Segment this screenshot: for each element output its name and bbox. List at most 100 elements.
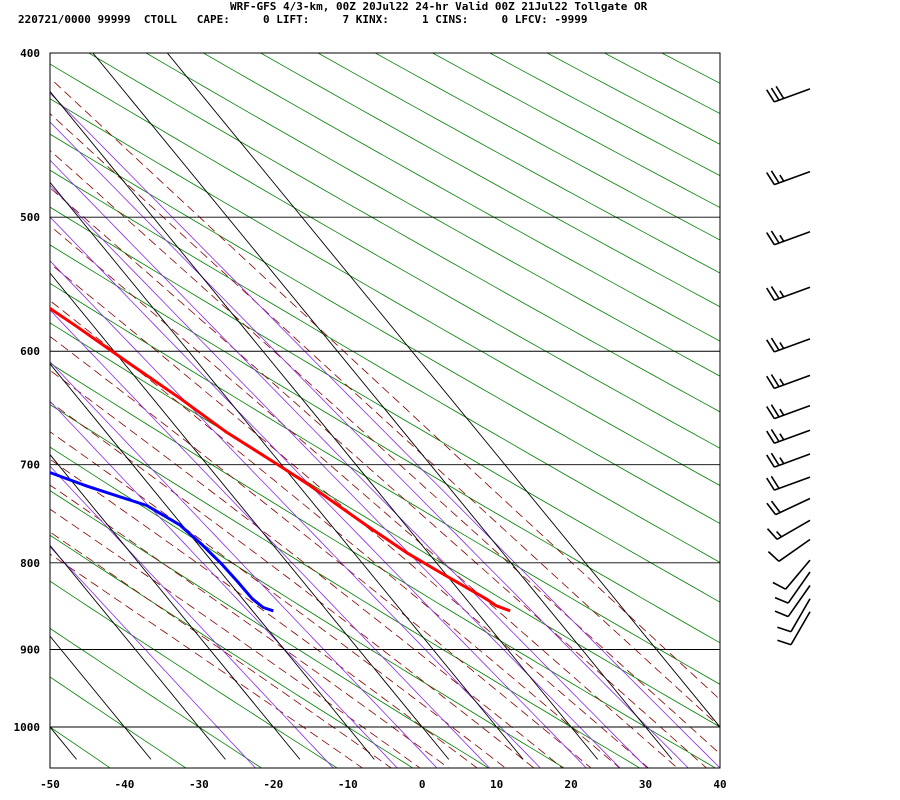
wind-barb: [766, 475, 811, 491]
isotherm-line: [166, 53, 720, 728]
dry-adiabat-line: [50, 534, 414, 768]
dewpoint-trace: [50, 470, 274, 613]
grid-lines: [0, 15, 720, 760]
dry-adiabat-line: [660, 53, 720, 84]
isotherm-line: [50, 181, 524, 760]
x-tick-labels: -50 -40 -30 -20 -10 0 10 20 30 40: [40, 778, 727, 791]
y-tick-label: 900: [20, 643, 40, 656]
x-tick-label: 40: [713, 778, 726, 791]
wind-barb: [766, 404, 811, 420]
moist-adiabat-line: [50, 113, 720, 728]
dry-adiabat-line: [145, 53, 720, 377]
isotherm-line: [50, 90, 599, 760]
y-tick-label: 600: [20, 345, 40, 358]
mixing-ratio-line: [50, 309, 491, 768]
isotherm-line: [50, 544, 226, 760]
y-tick-label: 500: [20, 211, 40, 224]
dry-adiabat-line: [202, 53, 720, 342]
wind-barbs: [766, 85, 811, 646]
background-lines: [50, 15, 900, 783]
wind-barb: [766, 452, 811, 468]
mixing-ratio-line: [50, 92, 720, 768]
sounding-indices: 220721/0000 99999 CTOLL CAPE: 0 LIFT: 7 …: [18, 13, 588, 26]
moist-adiabat-line: [50, 458, 478, 768]
x-tick-label: 10: [490, 778, 503, 791]
isotherm-line: [50, 453, 301, 760]
dry-adiabat-line: [259, 53, 720, 308]
dry-adiabat-line: [50, 580, 338, 768]
dry-adiabat-line: [374, 53, 720, 241]
dry-adiabat-line: [703, 15, 900, 783]
dry-adiabat-line: [50, 404, 641, 768]
mixing-ratio-line: [50, 184, 621, 768]
isotherm-line: [50, 272, 450, 760]
temperature-trace: [50, 306, 511, 613]
wind-barb: [777, 598, 811, 633]
wind-barb: [777, 611, 811, 646]
dry-adiabat-line: [718, 53, 720, 54]
isotherm-line: [92, 53, 673, 760]
dry-adiabat-line: [317, 53, 720, 274]
wind-barb: [767, 538, 811, 562]
y-tick-label: 1000: [14, 721, 41, 734]
mixing-ratio-line: [50, 465, 334, 768]
dry-adiabat-line: [872, 15, 900, 783]
wind-barb: [766, 230, 811, 246]
wind-barb: [766, 85, 811, 103]
dry-adiabat-line: [50, 726, 111, 768]
isotherm-line: [50, 363, 375, 760]
x-tick-label: -20: [263, 778, 283, 791]
x-tick-label: -10: [338, 778, 358, 791]
dry-adiabat-line: [50, 627, 263, 768]
mixing-ratio-line: [50, 400, 398, 768]
mixing-ratio-line: [50, 260, 541, 768]
moist-adiabat-line: [50, 369, 564, 768]
x-tick-label: -40: [115, 778, 135, 791]
dry-adiabat-line: [50, 362, 717, 768]
sounding-traces: [50, 306, 511, 613]
dry-adiabat-line: [50, 133, 720, 524]
plot-frame: [49, 52, 721, 769]
mixing-ratio-line: [50, 361, 438, 768]
dry-adiabat-line: [50, 282, 720, 685]
mixing-ratio-line: [50, 159, 648, 768]
wind-barb: [766, 170, 811, 186]
moist-adiabat-line: [50, 187, 708, 768]
dry-adiabat-line: [546, 53, 720, 145]
dry-adiabat-line: [50, 322, 720, 728]
wind-barb: [766, 497, 811, 516]
dry-adiabat-line: [50, 63, 720, 449]
x-tick-label: -50: [40, 778, 60, 791]
mixing-ratio-line: [50, 121, 689, 768]
wind-barb: [766, 285, 811, 301]
chart-title: WRF-GFS 4/3-km, 00Z 20Jul22 24-hr Valid …: [230, 0, 648, 13]
y-tick-labels: 400 500 600 700 800 900 1000: [14, 47, 41, 734]
moist-adiabat-line: [50, 149, 720, 755]
dry-adiabat-line: [88, 53, 720, 413]
x-tick-label: 20: [564, 778, 577, 791]
dry-adiabat-line: [50, 244, 720, 644]
wind-barb: [774, 585, 811, 618]
mixing-ratio-line: [50, 546, 256, 768]
y-tick-label: 400: [20, 47, 40, 60]
moist-adiabat-line: [50, 484, 450, 768]
wind-barb: [766, 519, 811, 540]
dry-adiabat-line: [50, 206, 720, 603]
moist-adiabat-line: [50, 401, 535, 768]
wind-barb: [772, 559, 811, 590]
moist-adiabat-line: [50, 300, 621, 768]
isotherm-line: [0, 15, 2, 759]
wind-barb: [766, 428, 811, 444]
dry-adiabat-line: [816, 15, 900, 783]
wind-barb: [766, 337, 811, 353]
moist-adiabat-line: [50, 335, 592, 768]
wind-barb: [774, 571, 811, 604]
x-tick-label: 30: [639, 778, 652, 791]
mixing-ratio-line: [50, 216, 587, 768]
dry-adiabat-line: [50, 676, 187, 768]
dry-adiabat-line: [50, 98, 720, 487]
moist-adiabat-line: [50, 531, 392, 768]
moist-adiabat-line: [50, 77, 720, 701]
dry-adiabat-line: [50, 446, 565, 768]
y-tick-label: 800: [20, 557, 40, 570]
